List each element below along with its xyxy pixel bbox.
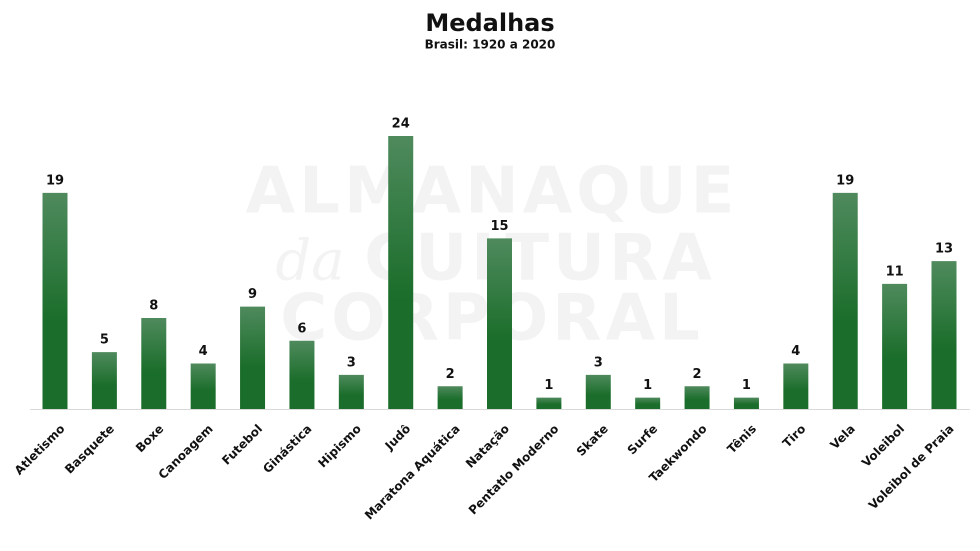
x-tick-label: Tênis bbox=[724, 422, 759, 457]
x-tick-label: Voleibol de Praia bbox=[866, 422, 957, 513]
x-tick-label: Vela bbox=[827, 422, 857, 452]
x-tick-label: Voleibol bbox=[859, 422, 907, 470]
bar bbox=[289, 340, 315, 409]
x-tick-label: Maratona Aquática bbox=[362, 422, 463, 523]
x-tick-label: Judô bbox=[382, 422, 414, 454]
value-label: 4 bbox=[199, 344, 208, 359]
value-label: 19 bbox=[46, 173, 64, 188]
bar bbox=[931, 261, 957, 409]
bar bbox=[585, 374, 611, 409]
x-tick-label: Atletismo bbox=[12, 422, 68, 478]
bar bbox=[388, 136, 414, 409]
bar bbox=[42, 192, 68, 409]
bar bbox=[91, 352, 117, 409]
bar bbox=[190, 363, 216, 409]
watermark-text: CULTURA bbox=[364, 222, 716, 296]
bar bbox=[684, 386, 710, 409]
x-tick-label: Skate bbox=[574, 422, 611, 459]
value-label: 3 bbox=[594, 355, 603, 370]
value-label: 19 bbox=[836, 173, 854, 188]
x-tick-label: Tiro bbox=[780, 422, 809, 451]
value-label: 1 bbox=[742, 378, 751, 393]
bar bbox=[141, 318, 167, 409]
x-tick-label: Natação bbox=[463, 422, 512, 471]
watermark-text: ALMANAQUE bbox=[246, 155, 739, 229]
value-label: 2 bbox=[693, 367, 702, 382]
watermark-text: da bbox=[275, 229, 344, 294]
bar bbox=[635, 397, 661, 409]
value-label: 5 bbox=[100, 333, 109, 348]
value-label: 1 bbox=[643, 378, 652, 393]
x-tick-label: Pentatlo Moderno bbox=[466, 422, 562, 518]
bar bbox=[733, 397, 759, 409]
bar bbox=[783, 363, 809, 409]
value-label: 1 bbox=[544, 378, 553, 393]
x-tick-label: Basquete bbox=[62, 422, 117, 477]
x-tick-label: Hipismo bbox=[315, 422, 364, 471]
value-label: 9 bbox=[248, 287, 257, 302]
value-label: 4 bbox=[791, 344, 800, 359]
bar bbox=[240, 306, 266, 409]
bar bbox=[882, 283, 908, 409]
x-tick-label: Futebol bbox=[219, 422, 265, 468]
value-label: 15 bbox=[490, 219, 508, 234]
x-tick-label: Ginástica bbox=[260, 422, 314, 476]
value-label: 13 bbox=[935, 242, 953, 257]
bar bbox=[832, 192, 858, 409]
value-label: 24 bbox=[392, 117, 410, 132]
value-label: 11 bbox=[886, 264, 904, 279]
value-label: 6 bbox=[297, 321, 306, 336]
value-label: 3 bbox=[347, 355, 356, 370]
x-tick-label: Boxe bbox=[133, 422, 166, 455]
chart-subtitle: Brasil: 1920 a 2020 bbox=[425, 38, 556, 52]
value-label: 8 bbox=[149, 299, 158, 314]
chart-title: Medalhas bbox=[425, 9, 554, 37]
bar bbox=[487, 238, 512, 409]
bar bbox=[437, 386, 463, 409]
value-label: 2 bbox=[446, 367, 455, 382]
bar bbox=[536, 397, 562, 409]
x-tick-label: Surfe bbox=[625, 422, 661, 458]
bar bbox=[338, 374, 364, 409]
